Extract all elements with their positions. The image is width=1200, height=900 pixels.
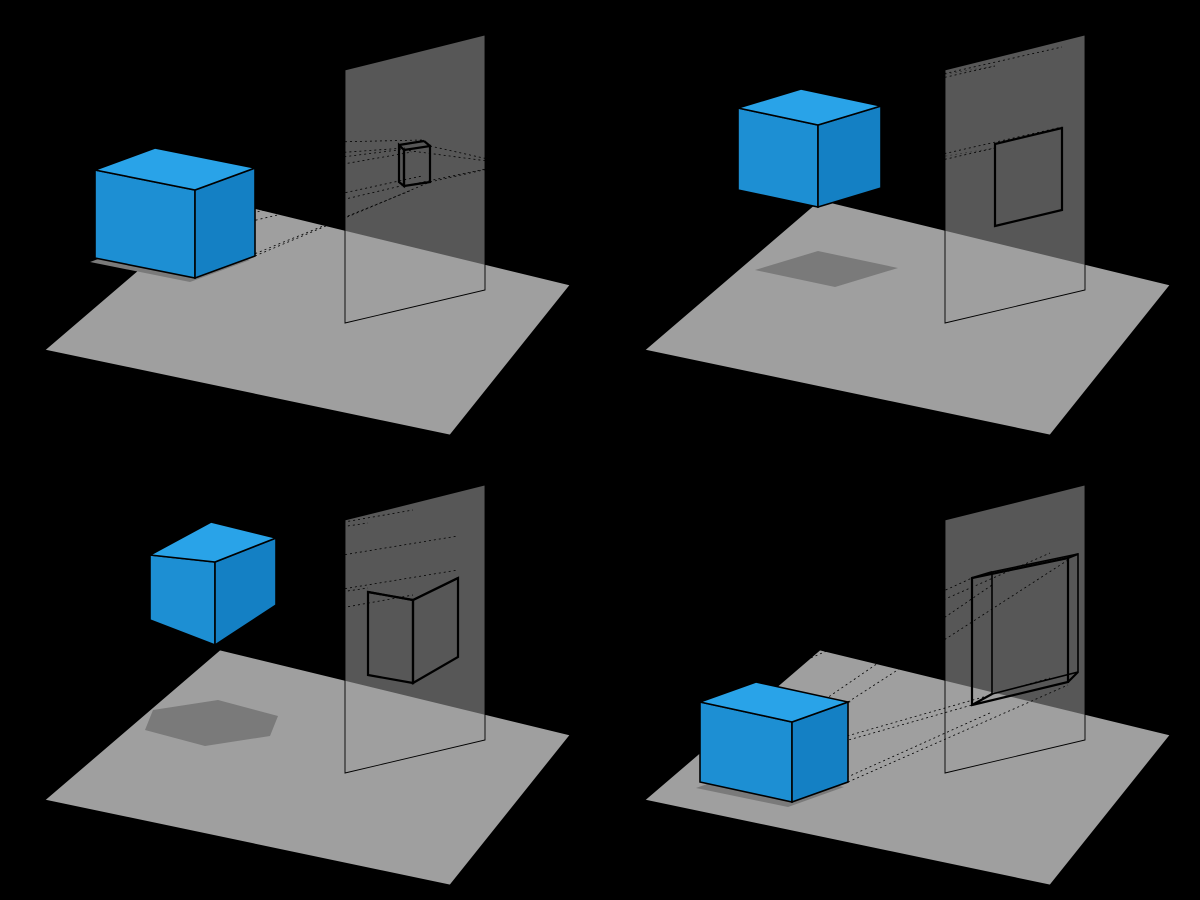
panel-svg — [600, 450, 1200, 900]
panel-top-right — [600, 0, 1200, 450]
screen-plane — [945, 485, 1085, 773]
cube — [95, 148, 255, 278]
projection-diagram-grid — [0, 0, 1200, 900]
panel-svg — [0, 450, 600, 900]
screen-plane — [345, 35, 485, 323]
screen-plane — [945, 35, 1085, 323]
screen-plane — [345, 485, 485, 773]
panel-top-left — [0, 0, 600, 450]
cube — [738, 89, 881, 207]
ground-plane — [645, 200, 1170, 435]
cube — [700, 682, 848, 802]
panel-bottom-right — [600, 450, 1200, 900]
ground-plane — [45, 650, 570, 885]
panel-svg — [600, 0, 1200, 450]
panel-svg — [0, 0, 600, 450]
cube — [150, 522, 276, 645]
panel-bottom-left — [0, 450, 600, 900]
